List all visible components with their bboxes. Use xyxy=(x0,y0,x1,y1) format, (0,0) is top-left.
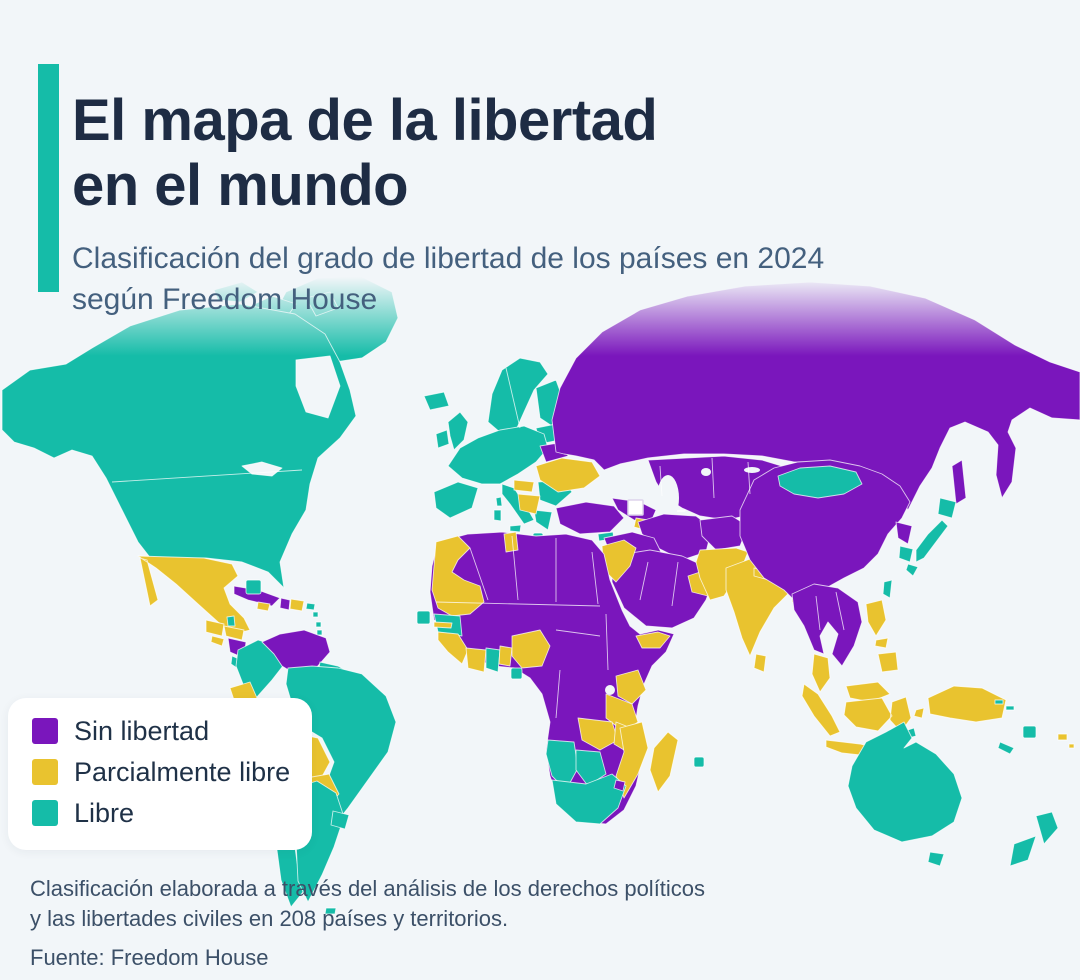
footer-source: Fuente: Freedom House xyxy=(30,944,269,970)
region-el-salvador xyxy=(210,635,225,647)
legend-item-free: Libre xyxy=(32,798,292,830)
region-uruguay xyxy=(330,810,350,830)
region-venezuela xyxy=(261,629,331,677)
region-new-caledonia xyxy=(997,741,1015,755)
region-mozambique xyxy=(615,721,649,799)
region-cape-verde xyxy=(416,610,431,625)
region-tunisia xyxy=(503,531,519,553)
region-guinea-coast xyxy=(437,631,469,665)
region-tasmania xyxy=(927,851,945,867)
region-vanuatu xyxy=(1022,725,1037,739)
region-madagascar xyxy=(649,731,679,793)
title-line-1: El mapa de la libertad xyxy=(72,87,658,153)
legend-label-free: Libre xyxy=(74,797,135,828)
legend-swatch-free xyxy=(32,799,58,826)
region-togo-benin xyxy=(498,645,513,667)
region-mauritius xyxy=(693,756,705,768)
region-falklands xyxy=(324,907,337,915)
footer-note-line-2: y las libertades civiles en 208 países y… xyxy=(30,906,509,932)
region-ghana xyxy=(485,647,501,673)
region-corsica-sardinia xyxy=(493,496,503,522)
region-malaysia xyxy=(811,653,891,703)
region-turkey xyxy=(555,501,625,535)
aral-sea xyxy=(701,468,711,476)
region-zambia xyxy=(577,717,619,751)
legend-label-partly-free: Parcialmente libre xyxy=(74,756,291,787)
page-subtitle: Clasificación del grado de libertad de l… xyxy=(72,238,824,321)
region-north-korea xyxy=(895,521,913,545)
region-mexico xyxy=(137,555,251,635)
region-japan xyxy=(905,497,957,577)
region-uk xyxy=(447,411,469,451)
region-belize xyxy=(226,615,236,627)
region-honduras xyxy=(223,625,245,641)
region-north-america xyxy=(1,303,357,589)
page-title: El mapa de la libertad en el mundo xyxy=(72,87,658,219)
subtitle-line-2: según Freedom House xyxy=(72,283,378,317)
region-sri-lanka xyxy=(753,653,767,673)
region-northwest-africa xyxy=(431,535,485,617)
region-bahamas xyxy=(245,579,262,595)
region-jamaica xyxy=(256,601,271,612)
region-dominican-republic xyxy=(289,598,305,612)
legend-item-not-free: Sin libertad xyxy=(32,716,292,748)
region-haiti xyxy=(279,597,291,611)
region-somaliland xyxy=(635,631,671,649)
region-solomon-islands xyxy=(994,699,1015,711)
region-guatemala xyxy=(205,619,225,637)
region-puerto-rico xyxy=(305,602,316,611)
small-country-marker-caucasus xyxy=(627,499,644,516)
region-italy xyxy=(501,483,535,533)
region-china xyxy=(739,459,911,603)
region-greece xyxy=(533,509,553,531)
region-philippines xyxy=(865,599,899,673)
legend-swatch-not-free xyxy=(32,718,58,744)
region-australia xyxy=(847,721,963,843)
title-line-2: en el mundo xyxy=(72,152,409,218)
region-serbia-bosnia xyxy=(517,493,541,515)
region-ivory-coast xyxy=(465,647,487,673)
region-sao-tome xyxy=(510,667,523,680)
region-new-zealand xyxy=(1009,811,1059,867)
lake-victoria xyxy=(605,685,615,695)
footer-note-line-1: Clasificación elaborada a través del aná… xyxy=(30,876,706,901)
region-ukraine xyxy=(535,457,601,493)
region-south-africa xyxy=(551,773,627,825)
region-south-korea xyxy=(898,545,914,563)
region-mongolia xyxy=(777,465,863,499)
legend-swatch-partly-free xyxy=(32,758,58,785)
region-lesser-antilles xyxy=(312,611,323,636)
region-gambia xyxy=(433,621,453,629)
region-iberia xyxy=(433,481,479,519)
region-afghanistan xyxy=(699,515,749,551)
footer-note: Clasificación elaborada a través del aná… xyxy=(30,874,830,935)
region-indochina xyxy=(791,583,863,667)
region-arabia xyxy=(611,549,715,629)
hudson-bay xyxy=(295,355,341,419)
region-hungary xyxy=(513,479,535,493)
lake-balkhash xyxy=(744,467,760,473)
caspian-sea xyxy=(657,475,679,521)
subtitle-line-1: Clasificación del grado de libertad de l… xyxy=(72,242,825,275)
region-nigeria xyxy=(511,629,551,669)
region-eswatini xyxy=(613,779,626,792)
region-new-guinea xyxy=(927,685,1007,723)
region-fiji xyxy=(1057,733,1075,749)
region-iceland xyxy=(423,391,450,411)
region-pakistan xyxy=(695,547,749,601)
legend: Sin libertad Parcialmente libre Libre xyxy=(8,698,312,850)
region-kenya xyxy=(615,669,647,705)
legend-item-partly-free: Parcialmente libre xyxy=(32,757,292,789)
region-ireland xyxy=(435,429,450,449)
country-borders xyxy=(111,367,845,719)
title-accent-bar xyxy=(38,64,59,292)
legend-label-not-free: Sin libertad xyxy=(74,716,210,746)
region-taiwan xyxy=(882,579,893,599)
footer: Clasificación elaborada a través del aná… xyxy=(30,874,830,972)
